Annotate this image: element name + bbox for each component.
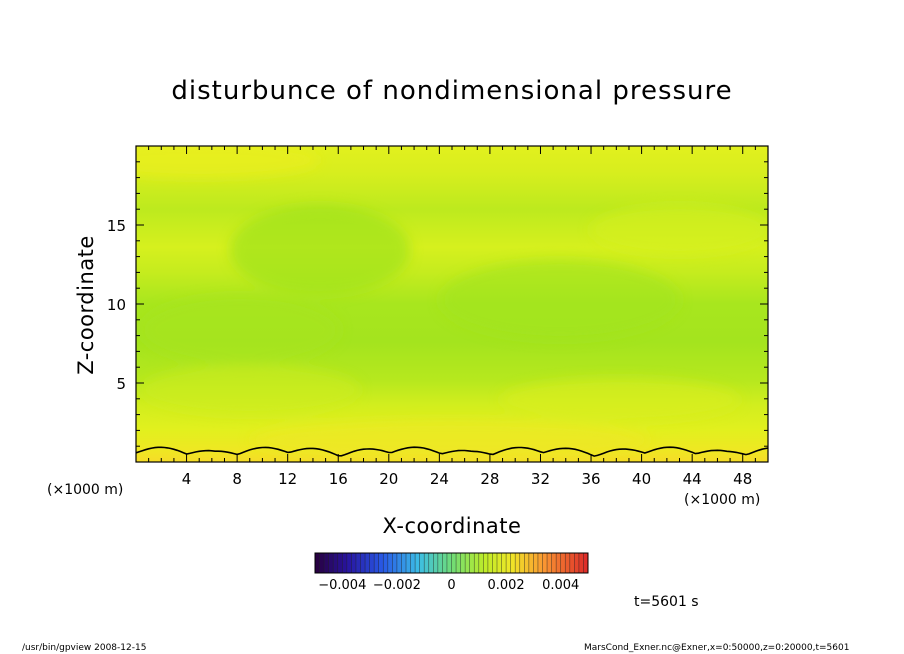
colorbar-swatch (451, 553, 457, 573)
colorbar-swatch (497, 553, 503, 573)
colorbar-swatch (365, 553, 371, 573)
x-tick-label: 44 (683, 470, 702, 488)
colorbar-swatch (401, 553, 407, 573)
colorbar-swatch (565, 553, 571, 573)
colorbar-swatch (542, 553, 548, 573)
x-unit-label-right: (×1000 m) (684, 492, 761, 508)
y-tick-label: 10 (107, 296, 126, 314)
colorbar-swatch (328, 553, 334, 573)
colorbar-swatch (492, 553, 498, 573)
colorbar-swatch (419, 553, 425, 573)
x-tick-label: 28 (480, 470, 499, 488)
colorbar-swatch (501, 553, 507, 573)
pressure-field (136, 146, 768, 462)
colorbar-swatch (560, 553, 566, 573)
colorbar-swatch (406, 553, 412, 573)
y-axis-label: Z-coordinate (74, 235, 98, 375)
x-tick-label: 24 (430, 470, 449, 488)
colorbar-swatch (410, 553, 416, 573)
colorbar-swatch (478, 553, 484, 573)
colorbar-swatch (424, 553, 430, 573)
colorbar-swatch (342, 553, 348, 573)
colorbar-tick-label: −0.004 (318, 578, 366, 593)
colorbar-swatch (378, 553, 384, 573)
x-tick-label: 12 (278, 470, 297, 488)
chart-title: disturbunce of nondimensional pressure (171, 76, 733, 106)
colorbar-swatch (506, 553, 512, 573)
y-tick-label: 15 (107, 217, 126, 235)
colorbar-swatch (369, 553, 375, 573)
colorbar-swatch (460, 553, 466, 573)
colorbar-swatch (319, 553, 325, 573)
colorbar-tick-label: 0 (447, 578, 455, 593)
colorbar-frame (314, 552, 589, 574)
x-tick-label: 32 (531, 470, 550, 488)
x-tick-label: 8 (232, 470, 242, 488)
colorbar-swatch (519, 553, 525, 573)
colorbar-swatch (392, 553, 398, 573)
colorbar-swatch (474, 553, 480, 573)
colorbar-swatch (537, 553, 543, 573)
colorbar-swatch (487, 553, 493, 573)
colorbar-swatch (324, 553, 330, 573)
colorbar-swatch (551, 553, 557, 573)
colorbar-swatch (556, 553, 562, 573)
colorbar: −0.004 −0.002 0 0.002 0.004 (314, 552, 589, 593)
colorbar-swatch (469, 553, 475, 573)
colorbar-swatch (442, 553, 448, 573)
colorbar-swatch (533, 553, 539, 573)
x-unit-label-left: (×1000 m) (47, 482, 124, 498)
colorbar-swatch (337, 553, 343, 573)
time-label: t=5601 s (634, 594, 699, 610)
x-axis-ticks: 4 8 12 16 20 24 28 32 36 40 44 48 (148, 146, 756, 488)
x-tick-label: 16 (329, 470, 348, 488)
x-axis-label-text: X-coordinate (382, 514, 522, 538)
colorbar-swatch (483, 553, 489, 573)
x-tick-label: 4 (182, 470, 192, 488)
colorbar-swatch (569, 553, 575, 573)
colorbar-tick-label: 0.004 (542, 578, 579, 593)
colorbar-swatch (396, 553, 402, 573)
colorbar-swatch (465, 553, 471, 573)
colorbar-swatch (437, 553, 443, 573)
x-tick-label: 40 (632, 470, 651, 488)
y-tick-label: 5 (116, 375, 126, 393)
colorbar-swatch (456, 553, 462, 573)
colorbar-tick-label: 0.002 (487, 578, 524, 593)
footer-command: /usr/bin/gpview 2008-12-15 (22, 643, 147, 653)
colorbar-swatch (383, 553, 389, 573)
colorbar-swatch (346, 553, 352, 573)
colorbar-swatch (583, 553, 589, 573)
colorbar-swatch (524, 553, 530, 573)
x-tick-label: 36 (581, 470, 600, 488)
colorbar-swatch (446, 553, 452, 573)
colorbar-swatch (374, 553, 380, 573)
colorbar-swatch (387, 553, 393, 573)
x-tick-label: 48 (733, 470, 752, 488)
y-axis-ticks: 5 10 15 (107, 161, 768, 447)
colorbar-tick-label: −0.002 (373, 578, 421, 593)
contour-line (136, 446, 768, 457)
x-axis-label: X-coordinate (0, 514, 904, 538)
colorbar-swatch (510, 553, 516, 573)
colorbar-swatch (528, 553, 534, 573)
colorbar-swatch (315, 553, 321, 573)
colorbar-swatch (333, 553, 339, 573)
colorbar-swatch (360, 553, 366, 573)
colorbar-swatch (515, 553, 521, 573)
colorbar-swatch (355, 553, 361, 573)
colorbar-swatch (574, 553, 580, 573)
x-tick-label: 20 (379, 470, 398, 488)
colorbar-swatch (351, 553, 357, 573)
colorbar-swatch (433, 553, 439, 573)
colorbar-swatch (578, 553, 584, 573)
colorbar-swatch (415, 553, 421, 573)
footer-source: MarsCond_Exner.nc@Exner,x=0:50000,z=0:20… (584, 643, 850, 653)
colorbar-swatch (428, 553, 434, 573)
colorbar-swatch (547, 553, 553, 573)
